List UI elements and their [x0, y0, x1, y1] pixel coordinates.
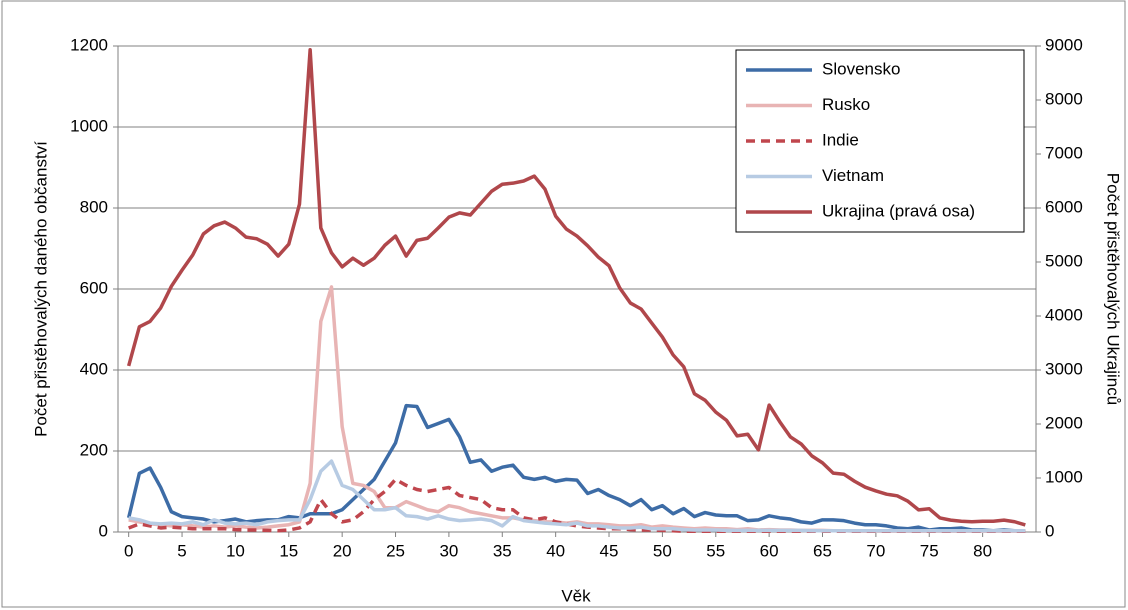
x-tick-label: 35 [493, 541, 512, 560]
y-axis-label: Počet přistěhovalých daného občanství [31, 141, 50, 437]
y-tick-label: 400 [80, 359, 108, 378]
y2-axis-label: Počet přistěhovalých Ukrajinců [1104, 173, 1123, 405]
x-tick-label: 5 [177, 541, 186, 560]
x-tick-label: 30 [439, 541, 458, 560]
y-tick-label: 800 [80, 197, 108, 216]
x-tick-label: 45 [600, 541, 619, 560]
x-tick-label: 70 [866, 541, 885, 560]
y2-tick-label: 1000 [1045, 467, 1083, 486]
y-tick-label: 600 [80, 278, 108, 297]
x-tick-label: 20 [333, 541, 352, 560]
x-tick-label: 10 [226, 541, 245, 560]
x-tick-label: 75 [920, 541, 939, 560]
x-tick-label: 0 [124, 541, 133, 560]
legend-label: Ukrajina (pravá osa) [822, 201, 975, 220]
y2-tick-label: 5000 [1045, 251, 1083, 270]
y2-tick-label: 6000 [1045, 197, 1083, 216]
legend-label: Slovensko [822, 59, 900, 78]
y2-tick-label: 4000 [1045, 305, 1083, 324]
legend-label: Vietnam [822, 166, 884, 185]
y-tick-label: 0 [99, 521, 108, 540]
legend-label: Rusko [822, 95, 870, 114]
y2-tick-label: 2000 [1045, 413, 1083, 432]
series-line [126, 48, 1026, 527]
x-tick-label: 60 [760, 541, 779, 560]
x-tick-label: 15 [279, 541, 298, 560]
x-axis-label: Věk [561, 586, 591, 605]
y2-tick-label: 7000 [1045, 143, 1083, 162]
y2-tick-label: 0 [1045, 521, 1054, 540]
x-tick-label: 80 [973, 541, 992, 560]
y2-tick-label: 3000 [1045, 359, 1083, 378]
y-tick-label: 1000 [70, 116, 108, 135]
x-tick-label: 50 [653, 541, 672, 560]
x-tick-label: 25 [386, 541, 405, 560]
y2-tick-label: 8000 [1045, 89, 1083, 108]
series-line [128, 477, 1026, 533]
y-tick-label: 200 [80, 440, 108, 459]
legend-label: Indie [822, 130, 859, 149]
series-line [128, 459, 1026, 533]
y2-tick-label: 9000 [1045, 35, 1083, 54]
y-tick-label: 1200 [70, 35, 108, 54]
x-tick-label: 40 [546, 541, 565, 560]
x-tick-label: 65 [813, 541, 832, 560]
plot-frame [117, 45, 1037, 533]
x-tick-label: 55 [706, 541, 725, 560]
